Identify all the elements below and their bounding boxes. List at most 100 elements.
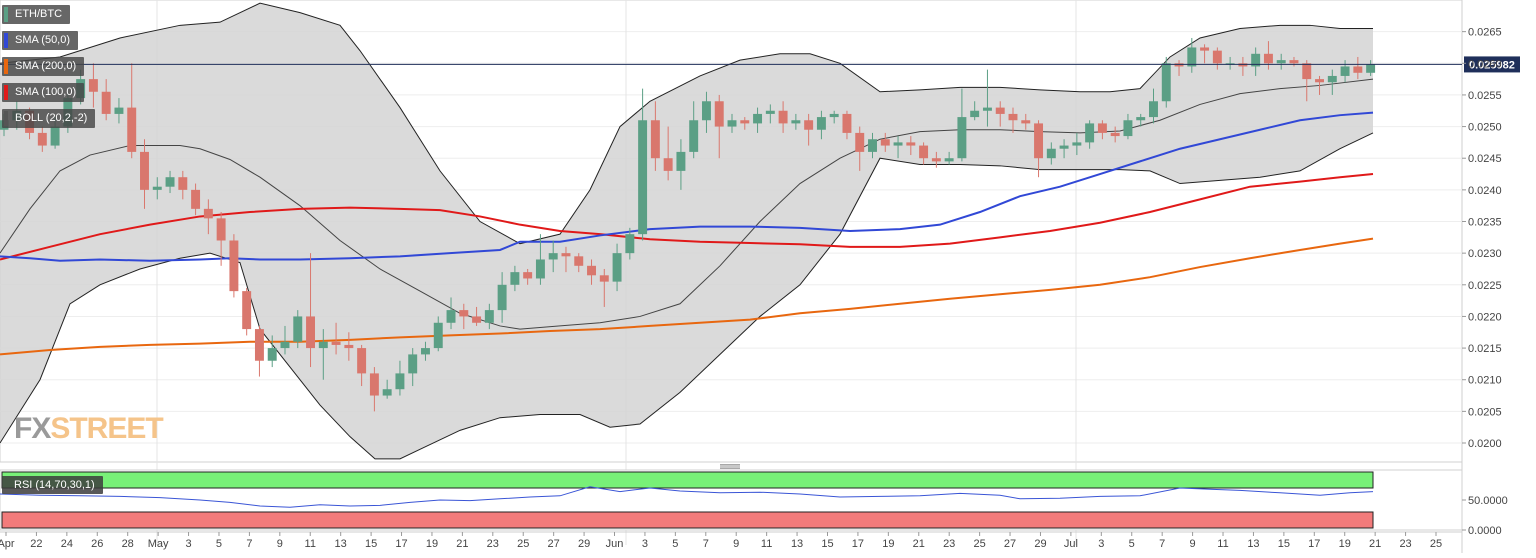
candle-body: [101, 91, 111, 114]
legend-sma200-swatch: [4, 59, 8, 74]
time-tick-label: 25: [1430, 538, 1442, 550]
candle-body: [995, 107, 1005, 114]
candle-body: [1302, 63, 1312, 80]
legend-sma100[interactable]: SMA (100,0): [2, 83, 85, 102]
sma100-line: [0, 173, 1374, 261]
legend-boll[interactable]: BOLL (20,2,-2): [2, 109, 96, 128]
legend-boll-swatch: [4, 111, 8, 126]
time-tick-label: Jul: [1064, 538, 1078, 550]
pane-splitter-handle[interactable]: [720, 464, 740, 469]
candle-body: [663, 158, 673, 171]
price-tick-label: 0.0215: [1468, 343, 1502, 355]
candle-body: [868, 139, 877, 152]
candle-body: [395, 373, 405, 390]
candle-body: [944, 158, 954, 162]
time-tick-label: 22: [30, 538, 42, 550]
time-tick-label: 17: [852, 538, 864, 550]
candle-body: [1097, 123, 1107, 133]
candle-body: [625, 234, 635, 254]
legend-symbol[interactable]: ETH/BTC: [2, 5, 71, 24]
candle-body: [689, 120, 699, 152]
price-tick-label: 0.0205: [1468, 406, 1502, 418]
time-tick-label: 7: [703, 538, 709, 550]
rsi-tick-label: 0.0000: [1468, 525, 1502, 537]
candle-body: [1059, 145, 1069, 149]
candle-body: [1276, 60, 1286, 64]
rsi-tick-label: 50.0000: [1468, 495, 1508, 507]
time-tick-label: 29: [578, 538, 590, 550]
time-tick-label: Apr: [0, 538, 15, 550]
fxstreet-logo: FXSTREET: [14, 412, 164, 446]
candle-body: [1200, 47, 1210, 51]
time-tick-label: 9: [277, 538, 283, 550]
candle-body: [753, 113, 763, 124]
rsi-line: [0, 486, 1374, 508]
price-tick-label: 0.0245: [1468, 153, 1502, 165]
time-tick-label: 9: [1190, 538, 1196, 550]
legend-rsi[interactable]: RSI (14,70,30,1): [2, 476, 103, 494]
candle-body: [369, 373, 379, 396]
time-tick-label: 3: [185, 538, 191, 550]
candle-body: [510, 272, 520, 285]
time-tick-label: 5: [1129, 538, 1135, 550]
time-tick-label: 5: [216, 538, 222, 550]
time-tick-label: 19: [426, 538, 438, 550]
candle-body: [1340, 66, 1350, 76]
candle-body: [306, 316, 316, 349]
rsi-overbought-zone: [1, 471, 1374, 489]
candle-body: [1187, 47, 1197, 67]
candle-body: [1161, 63, 1171, 102]
legend-sma50[interactable]: SMA (50,0): [2, 31, 79, 50]
time-tick-label: 27: [1004, 538, 1016, 550]
candle-body: [880, 139, 890, 146]
time-tick-label: 7: [246, 538, 252, 550]
time-tick-label: 27: [548, 538, 560, 550]
time-tick-label: 9: [733, 538, 739, 550]
time-axis[interactable]: Apr 22 24 26 28 May 3 5 7 9 11 13 15 17 19 21 23 25 27 29 Ju…: [0, 531, 1462, 550]
candle-body: [676, 151, 686, 171]
candle-body: [484, 310, 494, 323]
candle-body: [893, 142, 903, 146]
candle-body: [88, 79, 98, 92]
sma200-line: [0, 237, 1374, 356]
candle-body: [561, 253, 571, 257]
time-tick-label: 26: [91, 538, 103, 550]
candle-body: [970, 110, 980, 118]
legend-sma50-swatch: [4, 33, 8, 48]
time-tick-label: 23: [487, 538, 499, 550]
candle-body: [1366, 64, 1376, 73]
legend-sma50-label: SMA (50,0): [15, 34, 71, 46]
time-tick-label: 3: [642, 538, 648, 550]
candle-body: [714, 101, 724, 127]
current-price-tag: [1464, 56, 1520, 73]
price-tick-label: 0.0240: [1468, 185, 1502, 197]
candle-body: [1353, 66, 1363, 73]
price-axis[interactable]: 0.0200 0.0205 0.0210 0.0215 0.0220 0.0225 0.02…: [1462, 27, 1502, 450]
candle-body: [701, 101, 711, 121]
candle-body: [931, 158, 941, 162]
candle-body: [152, 186, 162, 190]
candle-body: [650, 120, 660, 159]
candle-body: [957, 117, 967, 159]
moving-averages: [0, 111, 1374, 356]
candle-body: [855, 132, 865, 152]
time-tick-label: 3: [1098, 538, 1104, 550]
legend-sma200[interactable]: SMA (200,0): [2, 57, 85, 76]
candle-body: [331, 341, 341, 345]
candle-body: [140, 151, 149, 190]
time-tick-label: 15: [365, 538, 377, 550]
candle-body: [357, 348, 367, 374]
candle-body: [829, 113, 839, 118]
time-tick-label: 21: [1369, 538, 1381, 550]
candle-body: [1085, 123, 1095, 143]
time-tick-label: 7: [1159, 538, 1165, 550]
candle-body: [1046, 148, 1056, 159]
time-tick-label: 17: [1308, 538, 1320, 550]
candle-body: [37, 132, 47, 146]
candle-body: [1021, 120, 1031, 124]
price-tick-label: 0.0255: [1468, 90, 1502, 102]
candle-body: [1149, 101, 1158, 118]
candlesticks: [0, 37, 1376, 412]
time-tick-label: 13: [791, 538, 803, 550]
